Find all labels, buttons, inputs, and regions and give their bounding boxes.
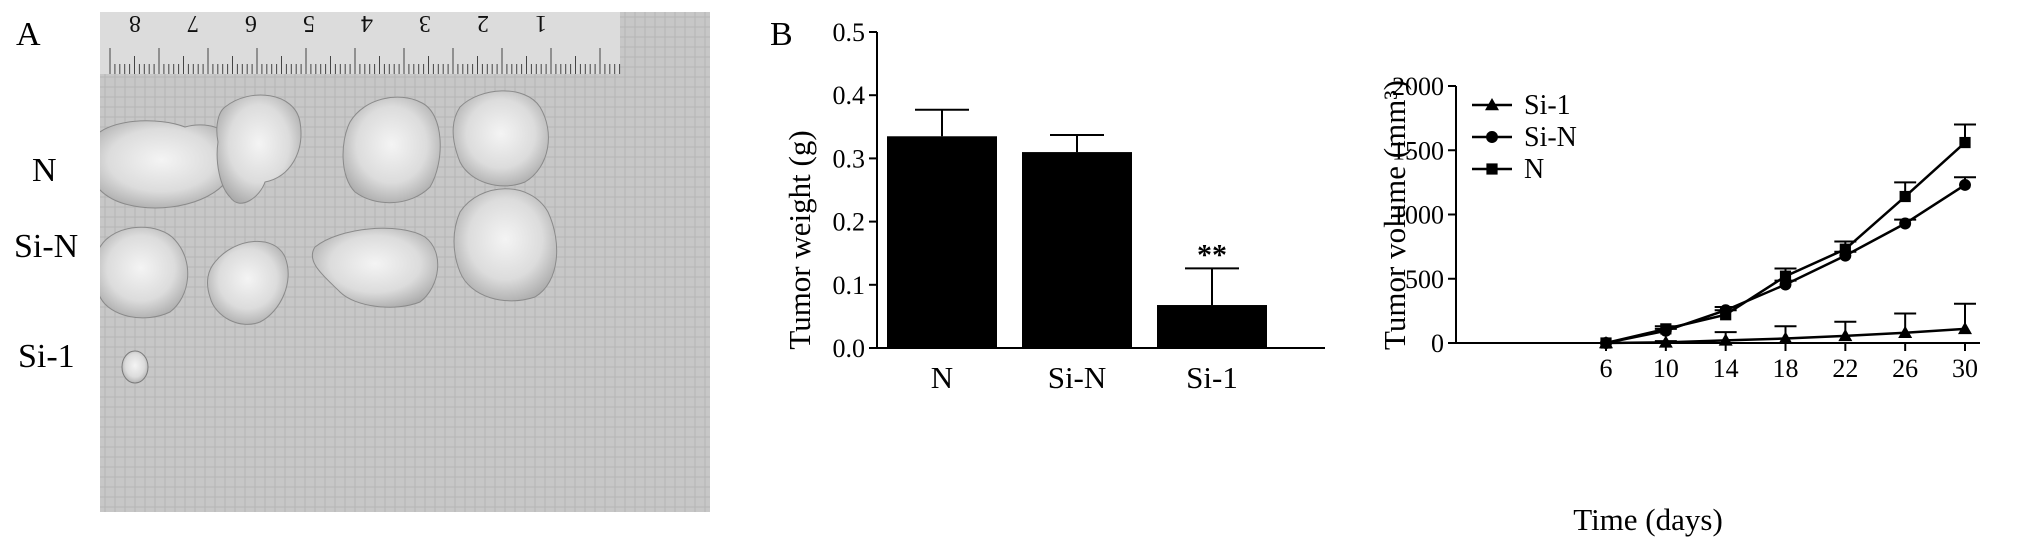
row-label-n: N (32, 152, 57, 189)
chart-c-y-tick-label: 1000 (1392, 201, 1444, 230)
tumor-n-4 (452, 90, 549, 187)
chart-c-x-tick-label: 10 (1653, 354, 1679, 383)
chart-b-y-tick-label: 0.5 (833, 18, 866, 47)
chart-c-point-n (1720, 309, 1732, 321)
chart-b-x-tick-label: N (931, 360, 953, 395)
chart-c-y-tick-label: 2000 (1392, 72, 1444, 101)
chart-c-point-si-1 (1778, 331, 1793, 344)
chart-c-y-tick-label: 0 (1431, 329, 1444, 358)
chart-c-y-tick-label: 500 (1405, 265, 1444, 294)
tumor-si1-1 (121, 350, 149, 384)
chart-c-point-n (1600, 337, 1612, 349)
chart-c-x-tick-label: 26 (1892, 354, 1918, 383)
tumor-n-3 (342, 96, 441, 204)
ruler-number: 5 (303, 12, 315, 36)
tumor-photograph: 8 7 6 5 4 3 2 1 (86, 10, 710, 512)
chart-c-point-si-1 (1718, 333, 1733, 346)
ruler-number: 3 (419, 12, 431, 36)
ruler: 8 7 6 5 4 3 2 1 (100, 10, 621, 74)
chart-c-legend-marker (1486, 163, 1498, 175)
chart-c-x-tick-label: 22 (1832, 354, 1858, 383)
chart-b-bar (887, 136, 997, 348)
ruler-number: 6 (245, 12, 257, 36)
chart-c-legend-label: N (1524, 154, 1544, 185)
chart-c-point-si-n (1959, 178, 1971, 191)
chart-b-y-tick-label: 0.1 (833, 271, 866, 300)
chart-c-point-n (1899, 190, 1911, 203)
ruler-number: 1 (535, 12, 547, 36)
chart-c-point-si-1 (1958, 321, 1972, 335)
panel-a-letter: A (16, 16, 41, 53)
chart-b-y-tick-label: 0.4 (833, 81, 866, 110)
tumor-sin-2 (207, 241, 289, 325)
tumor-sin-3 (311, 227, 439, 308)
ruler-number: 4 (361, 12, 373, 36)
panel-b-letter: B (770, 16, 793, 53)
chart-c-point-si-n (1899, 217, 1912, 230)
chart-c-legend-label: Si-N (1524, 122, 1577, 153)
chart-b-significance-label: ** (1197, 238, 1227, 271)
chart-c-x-tick-label: 18 (1773, 354, 1799, 383)
chart-c-x-tick-label: 30 (1952, 354, 1978, 383)
tumor-photograph-drawing: 8 7 6 5 4 3 2 1 (86, 10, 710, 512)
chart-b-bar (1157, 305, 1267, 348)
chart-c-point-si-1 (1838, 328, 1853, 342)
chart-c-point-n (1959, 136, 1971, 149)
row-label-si-n: Si-N (14, 228, 79, 265)
chart-c-x-tick-label: 6 (1600, 354, 1613, 383)
ruler-number: 8 (129, 12, 141, 36)
chart-b-bar (1022, 152, 1132, 348)
chart-c-x-tick-label: 14 (1713, 354, 1739, 383)
chart-c-ylabel: Tumor volume (mm³) (1377, 80, 1412, 350)
chart-c-legend-marker (1486, 131, 1498, 143)
chart-b-x-tick-label: Si-N (1048, 360, 1107, 395)
chart-c-point-n (1839, 243, 1851, 255)
chart-b-ylabel: Tumor weight (g) (782, 130, 817, 349)
tumor-weight-bar-chart: 0.0 0.1 0.2 0.3 0.4 0.5 N Si-N Si-1 ** Tumor weig… (782, 18, 1325, 395)
chart-c-series-line-si-n (1605, 183, 1966, 345)
tumor-sin-1 (93, 226, 189, 319)
chart-c-point-n (1779, 270, 1792, 282)
chart-b-x-tick-label: Si-1 (1186, 360, 1238, 395)
chart-c-y-tick-label: 1500 (1392, 136, 1444, 165)
ruler-number: 2 (477, 12, 489, 36)
tumor-n-2 (216, 94, 302, 204)
chart-c-point-n (1660, 323, 1672, 335)
chart-b-y-tick-label: 0.3 (833, 144, 866, 173)
chart-c-legend-marker (1485, 98, 1499, 111)
tumor-volume-line-chart: 0 500 1000 1500 2000 6 10 14 18 22 26 30 Si-1Si-NN T… (1377, 72, 1980, 537)
chart-c-point-si-1 (1898, 325, 1913, 338)
row-label-si-1: Si-1 (18, 338, 75, 375)
chart-b-y-tick-label: 0.0 (833, 334, 866, 363)
chart-b-y-tick-label: 0.2 (833, 208, 866, 237)
tumor-sin-4 (453, 188, 558, 302)
chart-c-point-si-1 (1658, 335, 1673, 348)
ruler-number: 7 (187, 12, 199, 36)
chart-c-xlabel: Time (days) (1573, 502, 1723, 537)
chart-c-legend-label: Si-1 (1524, 90, 1571, 121)
